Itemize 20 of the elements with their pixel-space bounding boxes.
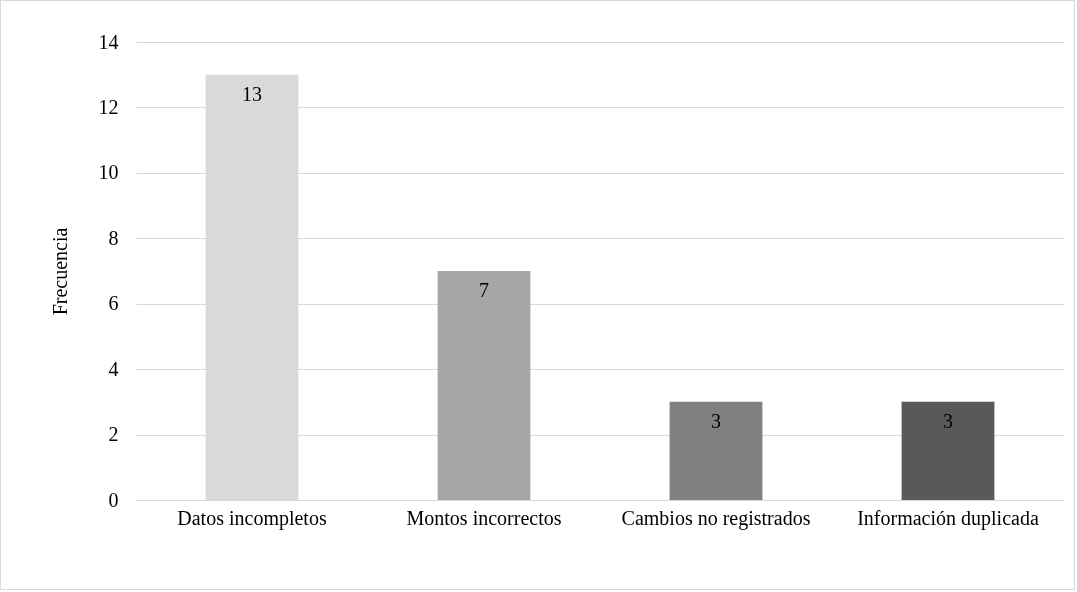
y-tick-label: 4 bbox=[108, 357, 119, 380]
y-tick-label: 14 bbox=[98, 30, 119, 53]
bar bbox=[437, 271, 531, 500]
bar bbox=[669, 401, 763, 500]
x-tick-label: Información duplicada bbox=[857, 506, 1039, 530]
y-tick-label: 10 bbox=[98, 161, 119, 184]
y-tick-label: 2 bbox=[108, 423, 119, 446]
data-label: 7 bbox=[479, 279, 489, 301]
bar bbox=[901, 401, 995, 500]
y-tick-label: 12 bbox=[98, 95, 119, 118]
y-axis-title: Frecuencia bbox=[48, 227, 71, 316]
data-label: 3 bbox=[711, 409, 721, 432]
data-label: 13 bbox=[242, 82, 262, 105]
x-tick-label: Montos incorrectos bbox=[406, 506, 562, 529]
y-tick-label: 6 bbox=[108, 292, 119, 315]
x-tick-label: Cambios no registrados bbox=[621, 506, 811, 530]
data-label: 3 bbox=[943, 409, 953, 432]
y-tick-label: 0 bbox=[108, 488, 119, 511]
x-tick-label: Datos incompletos bbox=[177, 506, 327, 530]
y-tick-label: 8 bbox=[108, 226, 119, 249]
